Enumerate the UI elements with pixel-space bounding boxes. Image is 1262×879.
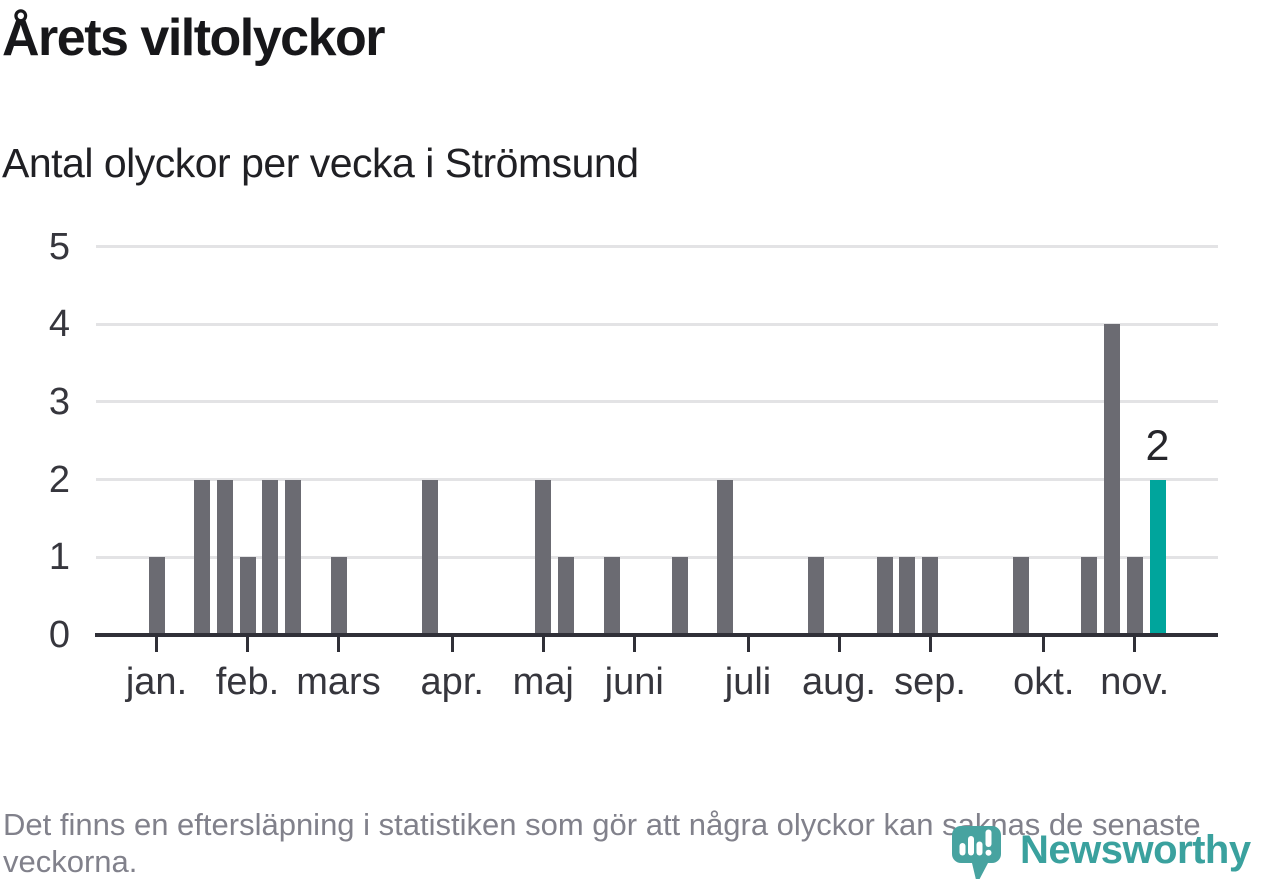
chart-subtitle: Antal olyckor per vecka i Strömsund	[2, 140, 639, 186]
x-axis-tick	[632, 637, 636, 652]
x-axis-tick	[746, 637, 750, 652]
bar	[1081, 557, 1098, 635]
x-axis-line	[95, 633, 1218, 637]
x-axis-tick	[1042, 637, 1046, 652]
x-axis-tick	[1133, 637, 1137, 652]
newsworthy-logo-icon	[952, 826, 1001, 879]
bar	[421, 479, 438, 635]
y-axis-tick-label: 3	[48, 380, 70, 423]
x-axis-tick	[928, 637, 932, 652]
x-axis-month-label: aug.	[802, 661, 876, 703]
x-axis-month-label: juni	[604, 661, 664, 703]
bar	[603, 557, 620, 635]
bar	[148, 557, 165, 635]
x-axis-month-label: juli	[724, 661, 772, 703]
x-axis-month-label: nov.	[1100, 661, 1170, 703]
x-axis-month-label: mars	[296, 661, 381, 703]
gridline	[96, 322, 1218, 326]
newsworthy-logo: Newsworthy	[952, 826, 1251, 879]
bar	[194, 479, 210, 635]
bar	[239, 557, 256, 635]
x-axis-month-label: maj	[512, 661, 574, 703]
bar	[285, 479, 301, 635]
x-axis-month-label: feb.	[215, 661, 280, 703]
x-axis-month-label: okt.	[1013, 661, 1075, 703]
gridline	[96, 400, 1218, 404]
y-axis-tick-label: 1	[48, 536, 70, 579]
x-axis-tick	[450, 637, 454, 652]
x-axis-tick	[155, 637, 158, 652]
y-axis-tick-label: 2	[48, 458, 70, 501]
x-axis-tick	[837, 637, 841, 652]
bar	[876, 557, 893, 635]
x-axis-month-label: sep.	[894, 661, 966, 703]
bar	[671, 557, 688, 635]
bar	[262, 479, 279, 635]
x-axis-month-label: apr.	[420, 661, 484, 703]
bar	[1126, 557, 1143, 635]
x-axis-tick	[246, 637, 249, 652]
gridline	[96, 245, 1218, 248]
bar	[330, 557, 347, 635]
x-axis-tick	[541, 637, 545, 652]
bar	[899, 557, 916, 635]
bar	[717, 479, 734, 635]
highlight-bar	[1149, 479, 1166, 635]
y-axis-tick-label: 4	[48, 303, 70, 346]
bar	[922, 557, 938, 635]
newsworthy-logo-text: Newsworthy	[1020, 828, 1251, 872]
chart-title: Årets viltolyckor	[2, 9, 386, 67]
x-axis-tick	[337, 637, 340, 652]
gridline	[96, 478, 1218, 482]
bar	[535, 479, 552, 635]
bar	[1013, 557, 1029, 635]
gridline	[96, 555, 1218, 559]
highlight-value-label: 2	[1145, 422, 1170, 470]
y-axis-tick-label: 5	[48, 225, 70, 268]
bar	[558, 557, 574, 635]
bar	[808, 557, 825, 635]
y-axis-tick-label: 0	[48, 614, 70, 656]
bar	[1104, 324, 1120, 635]
bar	[216, 479, 233, 635]
x-axis-month-label: jan.	[125, 661, 188, 703]
